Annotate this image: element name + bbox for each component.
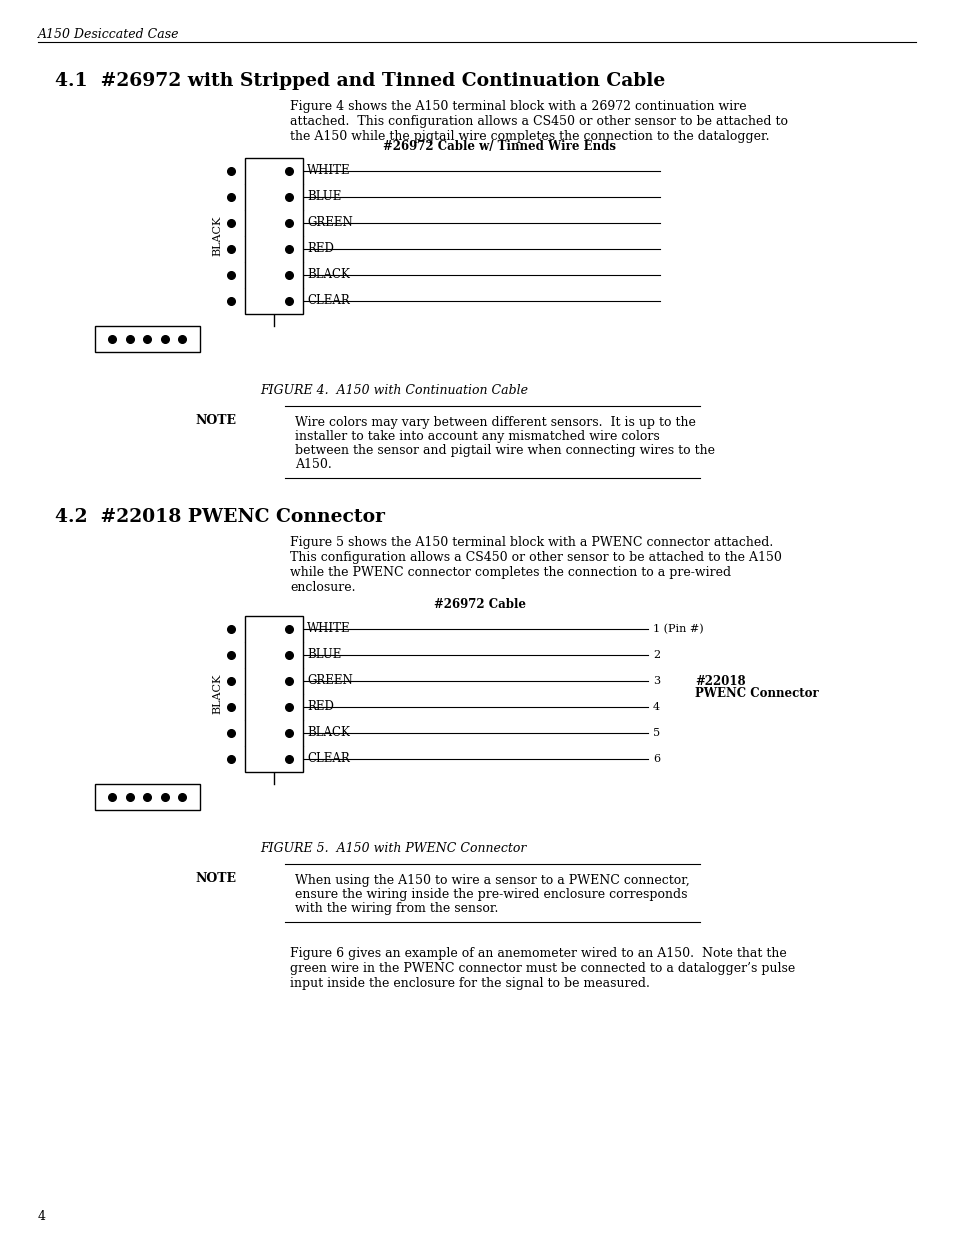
Text: Wire colors may vary between different sensors.  It is up to the: Wire colors may vary between different s… [294,416,695,429]
Bar [95,784,200,810]
Text: A150.: A150. [294,458,332,471]
Text: #22018: #22018 [695,676,745,688]
Text: input inside the enclosure for the signal to be measured.: input inside the enclosure for the signa… [290,977,649,990]
Text: PWENC Connector: PWENC Connector [695,687,818,700]
Text: FIGURE 4.  A150 with Continuation Cable: FIGURE 4. A150 with Continuation Cable [260,384,527,396]
Text: while the PWENC connector completes the connection to a pre-wired: while the PWENC connector completes the … [290,566,730,579]
Text: BLUE: BLUE [307,648,341,662]
Text: CLEAR: CLEAR [307,752,350,766]
Text: WHITE: WHITE [307,164,351,178]
Text: A150 Desiccated Case: A150 Desiccated Case [38,28,179,41]
Text: GREEN: GREEN [307,674,353,688]
Text: the A150 while the pigtail wire completes the connection to the datalogger.: the A150 while the pigtail wire complete… [290,130,769,143]
Text: 3: 3 [652,676,659,685]
Text: This configuration allows a CS450 or other sensor to be attached to the A150: This configuration allows a CS450 or oth… [290,551,781,564]
Text: 2: 2 [652,650,659,659]
Text: CLEAR: CLEAR [307,294,350,308]
Text: BLACK: BLACK [212,216,222,256]
Text: ensure the wiring inside the pre-wired enclosure corresponds: ensure the wiring inside the pre-wired e… [294,888,687,902]
Text: 6: 6 [652,755,659,764]
Text: BLACK: BLACK [212,674,222,714]
Text: NOTE: NOTE [194,872,235,885]
Text: RED: RED [307,700,334,714]
Bar [245,616,303,772]
Text: Figure 5 shows the A150 terminal block with a PWENC connector attached.: Figure 5 shows the A150 terminal block w… [290,536,773,550]
Bar [95,326,200,352]
Text: attached.  This configuration allows a CS450 or other sensor to be attached to: attached. This configuration allows a CS… [290,115,787,128]
Text: between the sensor and pigtail wire when connecting wires to the: between the sensor and pigtail wire when… [294,445,714,457]
Text: NOTE: NOTE [194,414,235,427]
Text: BLACK: BLACK [307,268,350,282]
Text: Figure 6 gives an example of an anemometer wired to an A150.  Note that the: Figure 6 gives an example of an anemomet… [290,947,786,960]
Text: installer to take into account any mismatched wire colors: installer to take into account any misma… [294,430,659,443]
Text: #26972 Cable: #26972 Cable [434,598,525,611]
Text: BLUE: BLUE [307,190,341,204]
Text: WHITE: WHITE [307,622,351,636]
Bar [245,158,303,314]
Text: RED: RED [307,242,334,256]
Text: BLACK: BLACK [307,726,350,740]
Text: 1 (Pin #): 1 (Pin #) [652,624,703,634]
Text: 5: 5 [652,727,659,739]
Text: 4: 4 [38,1210,46,1223]
Text: with the wiring from the sensor.: with the wiring from the sensor. [294,902,497,915]
Text: GREEN: GREEN [307,216,353,230]
Text: green wire in the PWENC connector must be connected to a datalogger’s pulse: green wire in the PWENC connector must b… [290,962,795,974]
Text: Figure 4 shows the A150 terminal block with a 26972 continuation wire: Figure 4 shows the A150 terminal block w… [290,100,746,112]
Text: enclosure.: enclosure. [290,580,355,594]
Text: FIGURE 5.  A150 with PWENC Connector: FIGURE 5. A150 with PWENC Connector [260,842,526,855]
Text: #26972 Cable w/ Tinned Wire Ends: #26972 Cable w/ Tinned Wire Ends [383,140,616,153]
Text: 4.2  #22018 PWENC Connector: 4.2 #22018 PWENC Connector [55,508,385,526]
Text: 4: 4 [652,701,659,713]
Text: When using the A150 to wire a sensor to a PWENC connector,: When using the A150 to wire a sensor to … [294,874,689,887]
Text: 4.1  #26972 with Stripped and Tinned Continuation Cable: 4.1 #26972 with Stripped and Tinned Cont… [55,72,664,90]
